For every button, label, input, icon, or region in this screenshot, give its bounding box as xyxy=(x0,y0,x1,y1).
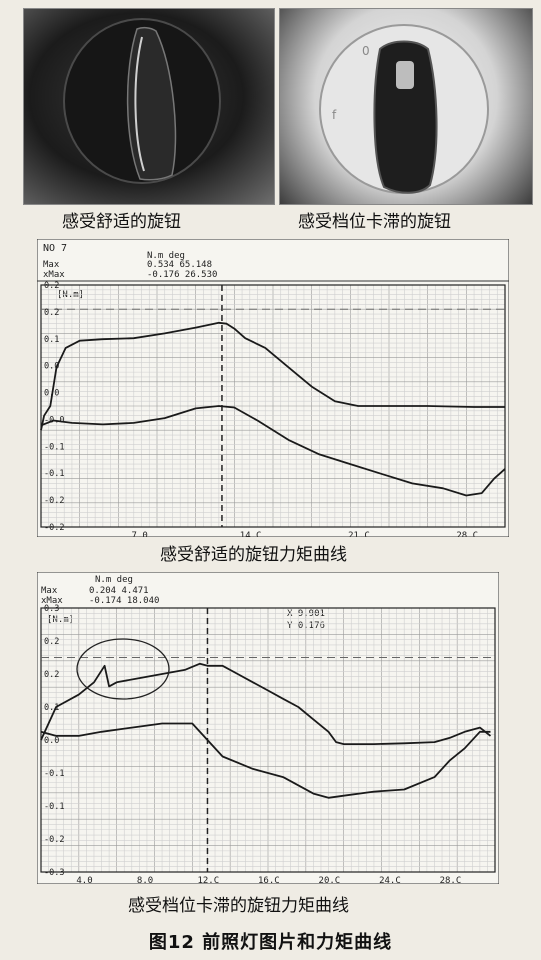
chart1-series xyxy=(40,321,506,497)
chart2-ylabel: [N.m] xyxy=(47,615,74,625)
torque-chart-comfortable: NO 7 N.m deg Max 0.534 65.148 xMax -0.17… xyxy=(37,239,509,537)
y-tick-label: 0.2 xyxy=(44,308,59,318)
y-tick-label: -0.2 xyxy=(44,523,64,533)
x-tick-label: 14.C xyxy=(240,531,262,537)
x-tick-label: 16.C xyxy=(258,876,280,884)
series-line-2 xyxy=(40,405,506,497)
chart1-grid xyxy=(40,284,506,528)
svg-text:0: 0 xyxy=(362,44,370,58)
y-tick-label: 0.2 xyxy=(44,637,59,647)
y-tick-label: -0.1 xyxy=(44,802,64,812)
chart1-header-units: N.m deg xyxy=(147,251,185,261)
x-tick-label: 24.C xyxy=(379,876,401,884)
chart2-series xyxy=(40,662,492,799)
chart2-y-tick-labels: 0.3 0.2 0.2 0.1 0.0 -0.1 -0.1 -0.2 -0.3 xyxy=(44,604,64,878)
right-photo-caption: 感受档位卡滞的旋钮 xyxy=(298,212,451,232)
y-tick-label: -0.2 xyxy=(44,496,64,506)
knob-photo-stuck: 0 f xyxy=(279,8,533,205)
x-tick-label: 28.C xyxy=(456,531,478,537)
chart1-xmax-values: -0.176 26.530 xyxy=(147,270,217,280)
y-tick-label: 0.0 xyxy=(44,736,59,746)
y-tick-label: 0.0 xyxy=(44,362,59,372)
highlight-circle xyxy=(76,638,170,700)
chart2-grid xyxy=(40,607,496,873)
knob-photo-comfortable xyxy=(23,8,275,205)
chart2-xmax-values: -0.174 18.040 xyxy=(89,596,159,606)
chart1-x-tick-labels: 7.0 14.C 21.C 28.C xyxy=(132,531,478,537)
x-tick-label: 8.0 xyxy=(137,876,153,884)
chart2-caption: 感受档位卡滞的旋钮力矩曲线 xyxy=(128,896,349,916)
y-tick-label: -0.3 xyxy=(44,868,64,878)
series-line-1 xyxy=(40,662,492,745)
chart1-max-label: Max xyxy=(43,260,60,270)
x-tick-label: 4.0 xyxy=(76,876,92,884)
x-tick-label: 7.0 xyxy=(132,531,148,537)
left-photo-caption: 感受舒适的旋钮 xyxy=(62,212,181,232)
chart1-header-no: NO 7 xyxy=(43,243,67,254)
torque-chart-stuck-svg: N.m deg Max 0.204 4.471 xMax -0.174 18.0… xyxy=(37,572,499,884)
chart2-header-units: N.m deg xyxy=(95,575,133,585)
plot-frame xyxy=(40,284,506,528)
y-tick-label: 0.1 xyxy=(44,335,59,345)
chart2-max-values: 0.204 4.471 xyxy=(89,586,149,596)
y-tick-label: -0.1 xyxy=(44,469,64,479)
series-line-1 xyxy=(40,321,505,431)
chart2-x-tick-labels: 4.0 8.0 12.C 16.C 20.C 24.C 28.C xyxy=(76,876,461,884)
series-line-2 xyxy=(40,722,491,799)
x-tick-label: 21.C xyxy=(348,531,370,537)
svg-text:f: f xyxy=(332,108,337,122)
x-tick-label: 28.C xyxy=(440,876,462,884)
x-tick-label: 20.C xyxy=(319,876,341,884)
torque-chart-comfortable-svg: NO 7 N.m deg Max 0.534 65.148 xMax -0.17… xyxy=(37,239,509,537)
torque-chart-stuck: N.m deg Max 0.204 4.471 xMax -0.174 18.0… xyxy=(37,572,499,884)
chart2-max-label: Max xyxy=(41,586,58,596)
chart2-xmax-label: xMax xyxy=(41,596,63,606)
chart1-ylabel: [N.m] xyxy=(57,290,84,300)
figure-caption: 图12 前照灯图片和力矩曲线 xyxy=(148,932,393,953)
y-tick-label: -0.1 xyxy=(44,769,64,779)
y-tick-label: 0.2 xyxy=(44,670,59,680)
x-tick-label: 12.C xyxy=(197,876,219,884)
y-tick-label: 0.2 xyxy=(44,281,59,291)
chart1-caption: 感受舒适的旋钮力矩曲线 xyxy=(160,545,347,565)
chart1-xmax-label: xMax xyxy=(43,270,65,280)
y-tick-label: 0.3 xyxy=(44,604,59,614)
chart1-max-values: 0.534 65.148 xyxy=(147,260,212,270)
y-tick-label: 0.1 xyxy=(44,703,59,713)
y-tick-label: -0.2 xyxy=(44,835,64,845)
y-tick-label: -0.1 xyxy=(44,442,64,452)
